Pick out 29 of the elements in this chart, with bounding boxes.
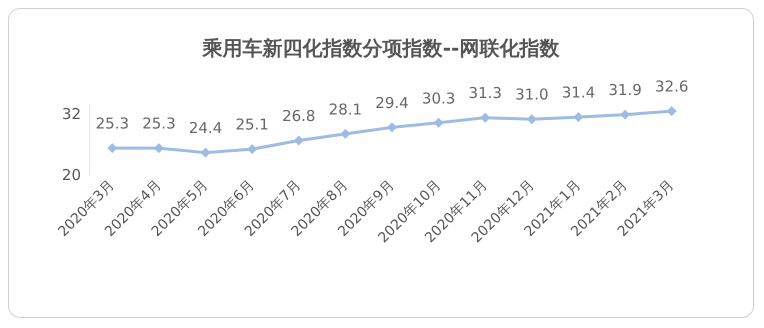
- data-label: 31.9: [608, 81, 642, 100]
- point: [294, 136, 304, 146]
- data-label: 25.1: [235, 116, 269, 134]
- data-label: 31.3: [468, 84, 502, 102]
- data-label: 26.8: [282, 107, 316, 126]
- data-label: 28.1: [328, 100, 362, 118]
- point: [434, 118, 444, 128]
- data-label: 25.3: [96, 114, 130, 133]
- point: [154, 143, 164, 154]
- point: [573, 112, 584, 122]
- data-label: 31.0: [515, 86, 549, 104]
- point: [247, 144, 258, 154]
- data-label: 30.3: [422, 89, 456, 108]
- point: [526, 114, 537, 124]
- point: [387, 122, 397, 132]
- y-tick-label: 32: [62, 105, 81, 124]
- data-label: 31.4: [562, 84, 596, 102]
- point: [340, 128, 350, 139]
- point: [666, 106, 677, 116]
- data-label: 29.4: [375, 94, 409, 112]
- point: [480, 112, 490, 123]
- data-label: 24.4: [188, 119, 222, 138]
- y-tick-label: 20: [62, 166, 81, 184]
- data-label: 32.6: [654, 78, 688, 96]
- chart-title: 乘用车新四化指数分项指数--网联化指数: [202, 36, 560, 60]
- data-label: 25.3: [142, 114, 176, 133]
- point: [620, 110, 630, 120]
- point: [107, 143, 118, 154]
- point: [200, 148, 211, 158]
